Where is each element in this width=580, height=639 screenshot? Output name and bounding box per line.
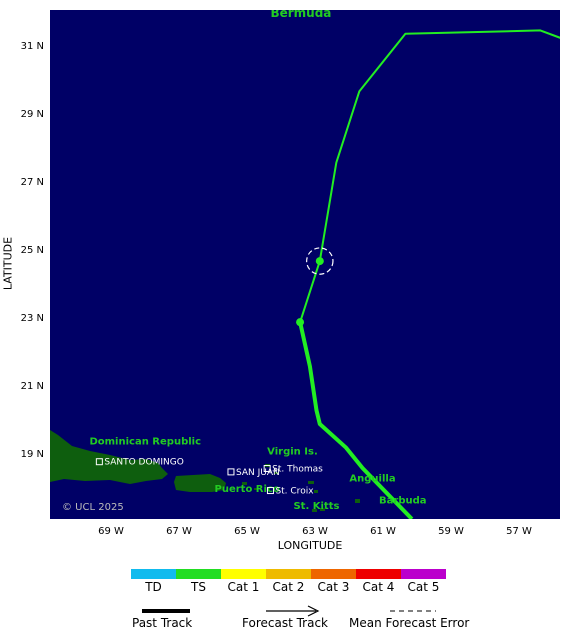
city-label-3: St. Croix	[275, 487, 314, 497]
legend-label-td: TD	[145, 580, 162, 594]
x-tick-63w: 63 W	[302, 526, 328, 537]
y-tick-31n: 31 N	[20, 41, 44, 52]
labels-layer: Bermuda Dominican Republic Virgin Is. Puert…	[89, 10, 426, 512]
city-label-1: SAN JUAN	[236, 468, 280, 478]
city-label-2: St. Thomas	[272, 464, 323, 474]
region-label-4: Anguilla	[349, 474, 395, 485]
x-tick-67w: 67 W	[166, 526, 192, 537]
legend-label-ts: TS	[191, 580, 206, 594]
forecast-track-line	[299, 29, 560, 323]
legend-swatch-cat3	[311, 569, 356, 579]
storm-position-marker-1	[315, 257, 324, 266]
x-tick-69w: 69 W	[98, 526, 124, 537]
region-label-6: Barbuda	[379, 496, 427, 507]
y-tick-29n: 29 N	[20, 109, 44, 120]
legend-swatch-cat1	[221, 569, 266, 579]
city-marker-3	[266, 487, 274, 495]
x-tick-59w: 59 W	[438, 526, 464, 537]
city-marker-1	[227, 468, 235, 476]
forecast-error-circle	[306, 247, 334, 275]
y-tick-23n: 23 N	[20, 313, 44, 324]
legend-swatch-td	[131, 569, 176, 579]
x-axis-title: LONGITUDE	[277, 539, 343, 552]
map-canvas: Bermuda Dominican Republic Virgin Is. Puert…	[50, 10, 560, 519]
region-label-0: Bermuda	[270, 10, 331, 20]
puerto-rico-land	[174, 474, 226, 492]
hispaniola-land	[50, 430, 168, 484]
city-marker-2	[263, 464, 271, 472]
storm-position-marker-0	[296, 318, 305, 327]
region-label-2: Virgin Is.	[267, 447, 318, 458]
copyright-label: © UCL 2025	[62, 502, 124, 513]
city-marker-0	[95, 458, 103, 466]
region-label-3: Puerto Rico	[215, 484, 280, 495]
intensity-legend-bar	[131, 569, 446, 579]
y-axis-title: LATITUDE	[1, 236, 15, 291]
legend-swatch-ts	[176, 569, 221, 579]
track-layer	[296, 29, 560, 519]
y-tick-19n: 19 N	[20, 449, 44, 460]
past-track-line	[298, 321, 414, 519]
legend-label-cat3: Cat 3	[317, 580, 350, 594]
past-track-label: Past Track	[132, 616, 193, 630]
legend-label-cat1: Cat 1	[227, 580, 260, 594]
y-tick-21n: 21 N	[20, 381, 44, 392]
y-tick-25n: 25 N	[20, 245, 44, 256]
x-tick-61w: 61 W	[370, 526, 396, 537]
mean-forecast-error-label: Mean Forecast Error	[349, 616, 470, 630]
legend-label-cat2: Cat 2	[272, 580, 305, 594]
x-tick-65w: 65 W	[234, 526, 260, 537]
region-label-5: St. Kitts	[293, 501, 339, 512]
city-label-0: SANTO DOMINGO	[104, 458, 183, 468]
map-area: Bermuda Dominican Republic Virgin Is. Puert…	[50, 10, 560, 519]
legend-label-cat5: Cat 5	[407, 580, 440, 594]
legend-swatch-cat4	[356, 569, 401, 579]
track-legend-symbols	[142, 605, 436, 617]
legend-swatch-cat2	[266, 569, 311, 579]
region-label-1: Dominican Republic	[89, 436, 201, 447]
arrow-icon	[307, 605, 320, 617]
legend-label-cat4: Cat 4	[362, 580, 395, 594]
legend-swatch-cat5	[401, 569, 446, 579]
x-tick-57w: 57 W	[506, 526, 532, 537]
y-tick-27n: 27 N	[20, 177, 44, 188]
forecast-track-label: Forecast Track	[242, 616, 328, 630]
